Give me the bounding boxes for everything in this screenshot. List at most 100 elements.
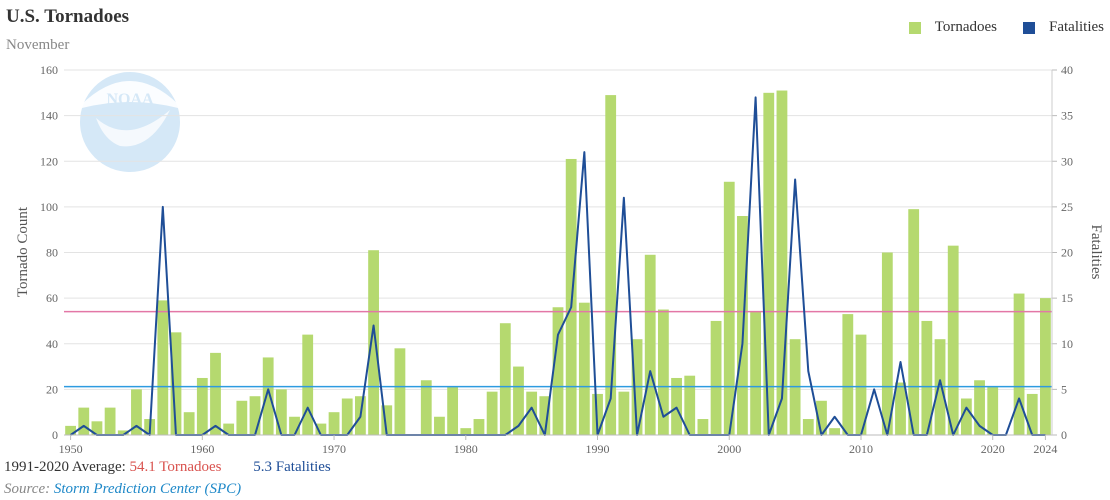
tornado-bar <box>618 391 630 435</box>
tornado-bar <box>78 407 90 435</box>
legend-swatch-fatalities <box>1023 21 1035 34</box>
y-tick-label-right: 15 <box>1061 291 1073 305</box>
fatality-average-text: 5.3 Fatalities <box>253 459 331 475</box>
source-link[interactable]: Storm Prediction Center (SPC) <box>53 481 242 497</box>
source-label: Source: <box>4 481 51 497</box>
tornado-bar <box>381 405 393 435</box>
tornado-bar <box>855 334 867 435</box>
tornado-bar <box>684 375 696 435</box>
x-tick-label: 1990 <box>586 442 610 456</box>
tornado-bar <box>763 92 775 435</box>
tornado-bar <box>275 389 287 435</box>
tornado-bar <box>960 398 972 435</box>
y-tick-label-left: 0 <box>52 428 58 442</box>
tornado-bar <box>341 398 353 435</box>
tornado-bar <box>644 254 656 435</box>
tornado-bar <box>328 412 340 435</box>
x-tick-label: 1950 <box>59 442 83 456</box>
tornado-bar <box>987 387 999 435</box>
noaa-logo: NOAA <box>80 72 180 172</box>
tornado-bar <box>117 430 129 435</box>
tornado-bar <box>895 382 906 435</box>
tornado-bar <box>552 307 564 435</box>
tornado-bar <box>513 366 524 435</box>
tornado-bar <box>473 419 485 435</box>
tornado-bar <box>210 352 221 435</box>
axes: 0 20 40 60 80 100 120 140 160 0 5 10 15 20 25 30 35 40 195… <box>40 63 1073 456</box>
tornado-average-text: 54.1 Tornadoes <box>129 459 222 475</box>
tornado-bar <box>539 396 551 435</box>
tornado-bar <box>394 348 406 435</box>
y-tick-label-right: 10 <box>1061 337 1073 351</box>
y-tick-label-right: 25 <box>1061 200 1073 214</box>
tornado-bar <box>236 400 248 435</box>
tornado-bar <box>183 412 195 435</box>
tornado-bar <box>578 302 590 435</box>
average-lines <box>64 310 1052 388</box>
y-tick-label-left: 160 <box>40 63 58 77</box>
tornado-bar <box>262 357 274 435</box>
x-tick-label: 1970 <box>322 442 346 456</box>
y-axis-label-right: Fatalities <box>1088 225 1104 280</box>
tornado-bar <box>302 334 314 435</box>
y-tick-label-left: 60 <box>46 291 58 305</box>
x-tick-label: 2010 <box>849 442 873 456</box>
legend-swatch-tornadoes <box>908 21 921 34</box>
tornado-bar <box>157 300 169 435</box>
y-tick-label-right: 40 <box>1061 63 1073 77</box>
y-axis-label-left: Tornado Count <box>15 206 31 297</box>
tornado-bar <box>1013 293 1025 435</box>
tornado-bar <box>196 377 208 435</box>
tornado-bar <box>908 209 920 435</box>
legend-label-fatalities: Fatalities <box>1049 19 1104 35</box>
noaa-logo-text: NOAA <box>106 91 154 108</box>
tornado-bar <box>974 380 985 435</box>
tornado-bar <box>802 419 814 435</box>
y-tick-label-right: 5 <box>1061 382 1067 396</box>
legend-item-fatalities[interactable]: Fatalities <box>1023 19 1104 36</box>
y-tick-label-left: 80 <box>46 246 58 260</box>
legend: Tornadoes Fatalities <box>883 19 1104 36</box>
tornado-bar <box>315 423 327 435</box>
y-tick-label-left: 140 <box>40 109 58 123</box>
tornado-bar <box>526 391 538 435</box>
tornado-bar <box>289 416 300 435</box>
chart-title: U.S. Tornadoes <box>6 6 130 27</box>
legend-item-tornadoes[interactable]: Tornadoes <box>908 19 997 36</box>
tornado-bar <box>829 428 841 435</box>
tornado-bar <box>499 323 511 435</box>
tornado-bar <box>750 311 762 435</box>
x-tick-label: 2024 <box>1033 442 1057 456</box>
tornado-bar <box>1040 298 1051 435</box>
average-footer: 1991-2020 Average: 54.1 Tornadoes 5.3 Fa… <box>4 459 331 476</box>
x-tick-label: 1960 <box>190 442 214 456</box>
y-tick-label-left: 120 <box>40 154 58 168</box>
tornado-bar <box>816 400 827 435</box>
tornado-bar <box>657 309 669 435</box>
tornado-bar <box>605 95 617 435</box>
source-credit: Source: Storm Prediction Center (SPC) <box>4 481 241 498</box>
y-tick-label-left: 40 <box>46 337 58 351</box>
tornado-bar <box>420 380 432 435</box>
y-tick-label-right: 0 <box>1061 428 1067 442</box>
tornado-bar <box>434 416 445 435</box>
tornado-bar <box>65 425 76 435</box>
tornado-bar <box>842 314 854 435</box>
chart-subtitle: November <box>6 37 70 53</box>
y-tick-label-right: 35 <box>1061 109 1073 123</box>
tornado-bar <box>710 320 722 435</box>
tornado-bar <box>447 387 459 435</box>
tornado-bar <box>223 423 235 435</box>
tornado-bar <box>170 332 182 435</box>
tornado-bar <box>1026 393 1038 435</box>
tornado-bar <box>723 181 735 435</box>
tornado-bar <box>486 391 498 435</box>
tornado-bar <box>921 320 933 435</box>
tornado-bar <box>104 407 116 435</box>
tornado-bar <box>947 245 959 435</box>
tornado-bar <box>249 396 261 435</box>
tornado-bars <box>65 90 1051 435</box>
legend-label-tornadoes: Tornadoes <box>934 19 997 35</box>
chart-svg: NOAA 0 20 40 60 80 100 120 140 160 0 5 10 15 20 25 30 35… <box>15 63 1104 456</box>
y-tick-label-left: 20 <box>46 382 58 396</box>
